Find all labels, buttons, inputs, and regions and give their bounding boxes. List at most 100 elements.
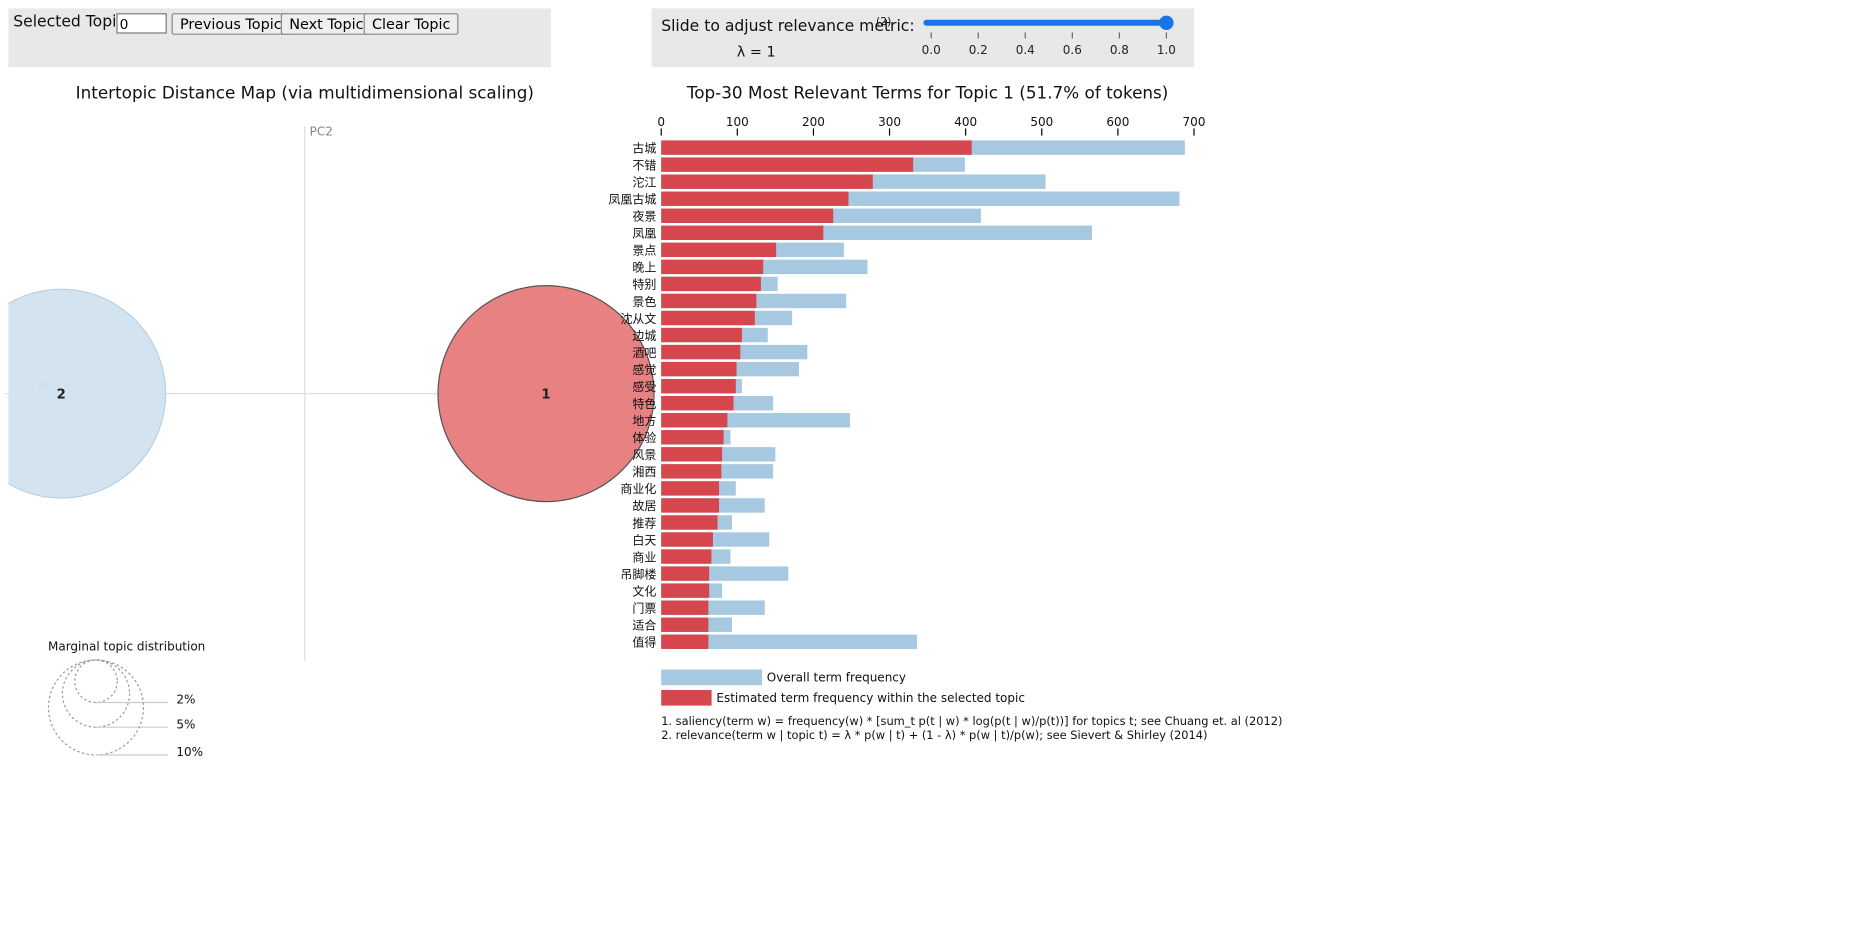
slider-note: (2)	[876, 16, 892, 29]
bar[interactable]	[661, 634, 709, 649]
legend-swatch	[661, 669, 762, 686]
bar[interactable]	[661, 327, 742, 343]
slider-tick-label: 0.4	[1016, 43, 1035, 57]
term-label[interactable]: 酒吧	[632, 346, 656, 360]
bar[interactable]	[661, 191, 849, 206]
x-tick-label: 500	[1030, 115, 1053, 129]
term-label[interactable]: 白天	[632, 532, 656, 547]
bar[interactable]	[661, 361, 737, 377]
relevance-controls: Slide to adjust relevance metric: (2) λ …	[651, 8, 1194, 68]
next-topic-button[interactable]: Next Topic	[280, 13, 372, 35]
slider-tick-label: 0.2	[969, 43, 988, 57]
term-label[interactable]: 凤凰	[632, 227, 656, 241]
term-label[interactable]: 晚上	[632, 261, 656, 275]
bar[interactable]	[661, 566, 710, 581]
bar[interactable]	[661, 498, 720, 513]
term-label[interactable]: 特别	[632, 277, 656, 292]
topic-label: 1	[541, 387, 550, 402]
bar[interactable]	[661, 140, 972, 155]
term-label[interactable]: 地方	[632, 413, 656, 428]
x-tick-label: 100	[726, 115, 749, 129]
bar[interactable]	[661, 378, 736, 394]
size-legend-label: 5%	[176, 717, 195, 731]
bar[interactable]	[661, 430, 724, 445]
term-label[interactable]: 推荐	[632, 516, 656, 530]
x-tick-label: 300	[878, 115, 901, 129]
term-label[interactable]: 特色	[632, 396, 656, 411]
topic-controls: Selected Topic: Previous Topic Next Topi…	[8, 8, 551, 68]
term-label[interactable]: 门票	[632, 600, 656, 615]
term-label[interactable]: 吊脚楼	[620, 566, 656, 581]
term-label[interactable]: 湘西	[632, 464, 656, 479]
topic-input[interactable]	[116, 13, 167, 34]
bar[interactable]	[661, 293, 757, 309]
legend-swatch	[661, 690, 712, 706]
bar[interactable]	[661, 174, 873, 189]
term-label[interactable]: 古城	[632, 140, 656, 155]
term-label[interactable]: 商业化	[620, 481, 656, 496]
slider-tick-label: 0.6	[1063, 43, 1082, 57]
term-label[interactable]: 凤凰古城	[608, 192, 656, 207]
topic-circle[interactable]	[0, 288, 167, 499]
term-label[interactable]: 体验	[632, 430, 656, 445]
bar[interactable]	[661, 396, 734, 411]
bar[interactable]	[661, 634, 917, 649]
slider-tick-label: 0.0	[922, 43, 941, 57]
topic-label: Selected Topic:	[13, 13, 131, 32]
size-legend-label: 2%	[176, 693, 195, 707]
bar[interactable]	[661, 532, 713, 547]
bar[interactable]	[661, 600, 709, 615]
bar[interactable]	[661, 413, 728, 428]
slider-handle[interactable]	[1159, 15, 1174, 31]
size-legend-label: 10%	[176, 745, 203, 759]
legend-label: Estimated term frequency within the sele…	[716, 691, 1025, 705]
size-legend-circle	[61, 659, 131, 728]
term-label[interactable]: 沱江	[632, 174, 656, 189]
bar[interactable]	[661, 481, 720, 496]
bar[interactable]	[661, 515, 718, 530]
legend-label: Overall term frequency	[767, 671, 906, 685]
term-label[interactable]: 边城	[632, 329, 656, 343]
bar[interactable]	[661, 344, 741, 360]
previous-topic-button[interactable]: Previous Topic	[171, 13, 291, 35]
term-label[interactable]: 夜景	[632, 209, 656, 224]
term-label[interactable]: 文化	[632, 583, 656, 598]
size-legend-title: Marginal topic distribution	[48, 639, 205, 653]
bar[interactable]	[661, 549, 712, 564]
bar[interactable]	[661, 157, 914, 172]
term-label[interactable]: 风景	[632, 448, 656, 462]
term-label[interactable]: 感觉	[632, 362, 656, 377]
slider-tick-label: 0.8	[1110, 43, 1129, 57]
clear-topic-button[interactable]: Clear Topic	[363, 13, 459, 35]
term-label[interactable]: 景点	[632, 244, 656, 258]
term-label[interactable]: 故居	[632, 498, 656, 513]
term-label[interactable]: 感受	[632, 379, 656, 394]
slider-label: Slide to adjust relevance metric:	[661, 18, 915, 36]
x-tick-label: 0	[657, 115, 665, 129]
bar[interactable]	[661, 583, 710, 598]
term-label[interactable]: 不错	[632, 158, 656, 172]
bar[interactable]	[661, 464, 722, 479]
bar[interactable]	[661, 242, 777, 258]
bar[interactable]	[661, 447, 723, 462]
x-tick-label: 400	[954, 115, 977, 129]
size-legend-circle	[74, 659, 118, 704]
term-label[interactable]: 商业	[632, 549, 656, 564]
bar[interactable]	[661, 310, 755, 326]
term-label[interactable]: 适合	[632, 618, 656, 633]
bar[interactable]	[661, 617, 709, 632]
x-tick-label: 700	[1183, 115, 1206, 129]
bar[interactable]	[661, 276, 761, 292]
topic-circle[interactable]	[437, 285, 655, 503]
bar[interactable]	[661, 208, 834, 223]
scatter-points: 12	[0, 285, 655, 503]
term-label[interactable]: 景色	[632, 295, 656, 309]
bar[interactable]	[661, 259, 764, 275]
slider-tick-label: 1.0	[1157, 43, 1176, 57]
term-label[interactable]: 沈从文	[620, 311, 656, 326]
topic-label: 2	[57, 387, 66, 402]
term-label[interactable]: 值得	[632, 635, 656, 650]
bar[interactable]	[661, 225, 824, 241]
